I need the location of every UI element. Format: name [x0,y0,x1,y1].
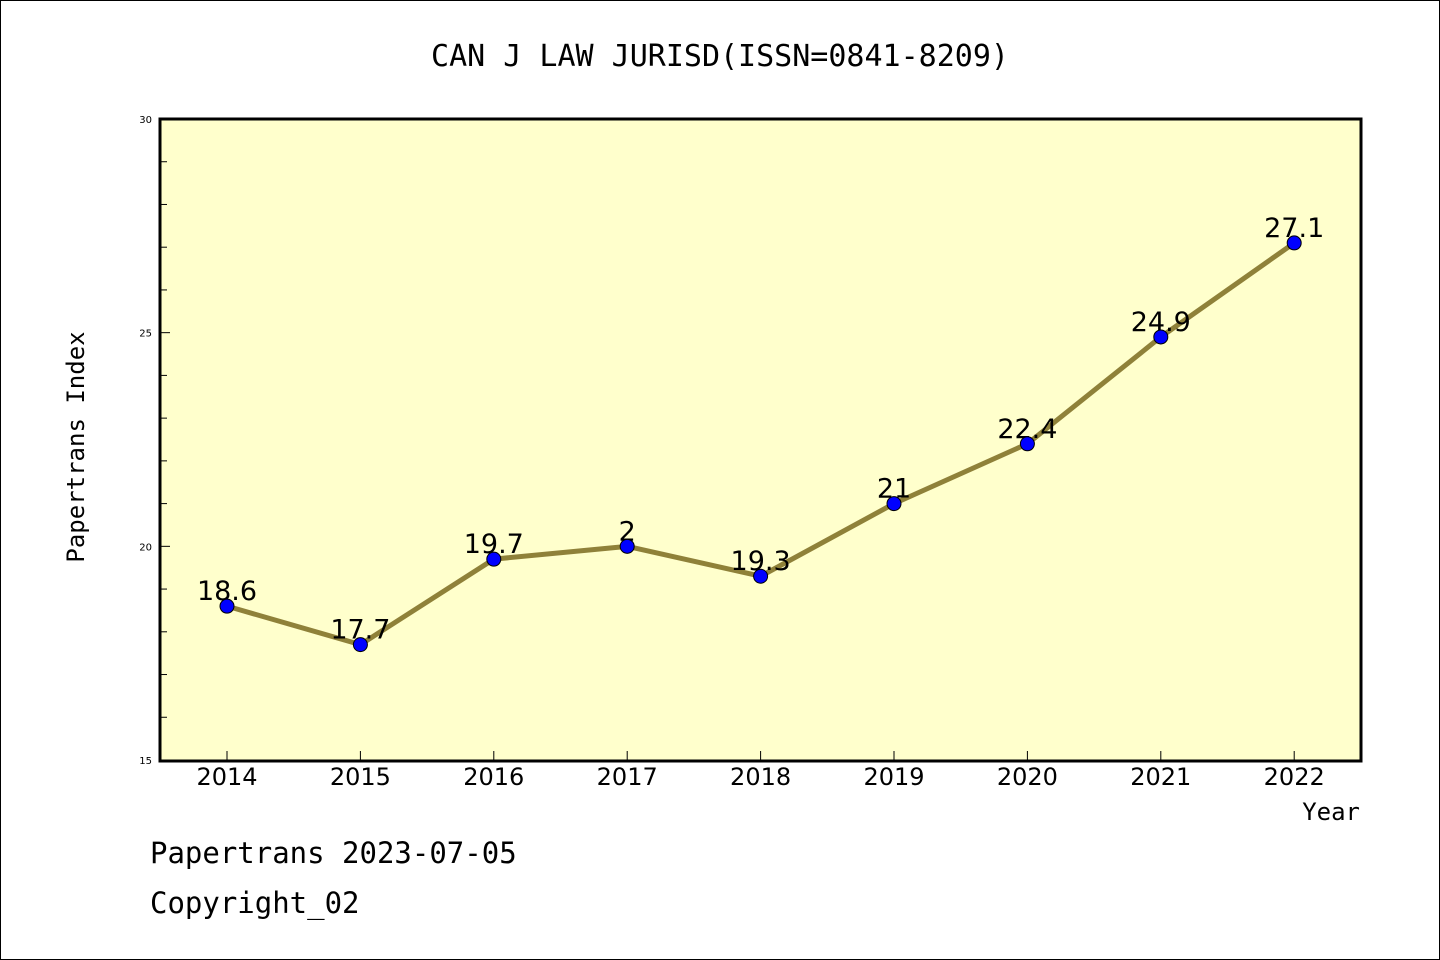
data-point [886,496,902,512]
data-point [1153,329,1169,345]
x-axis: 2014 2015 2016 2017 2018 2019 2020 2021 2022 [196,751,1325,791]
data-point [1019,436,1035,452]
x-tick-label: 2019 [863,763,924,791]
y-tick-label: 20 [139,542,152,553]
x-tick-label: 2016 [463,763,524,791]
x-tick-label: 2022 [1264,763,1325,791]
chart-title: CAN J LAW JURISD(ISSN=0841-8209) [431,39,1009,74]
footer-date-text: Papertrans 2023-07-05 [150,836,517,870]
x-tick-label: 2021 [1130,763,1191,791]
data-point [753,568,769,584]
y-tick-label: 15 [139,756,152,767]
x-tick-label: 2017 [597,763,658,791]
data-point [1286,235,1302,251]
x-tick-label: 2014 [196,763,257,791]
x-axis-label: Year [1302,798,1360,826]
y-tick-label: 30 [139,115,152,126]
y-tick-label: 25 [139,329,152,340]
y-axis: 15 20 25 30 [139,115,170,767]
x-tick-label: 2018 [730,763,791,791]
data-point [352,637,368,653]
plot-area [158,117,1363,763]
data-point [219,598,235,614]
x-tick-label: 2020 [997,763,1058,791]
x-tick-label: 2015 [330,763,391,791]
data-point [486,551,502,567]
footer-copyright-text: Copyright_02 [150,886,360,920]
y-axis-label: Papertrans Index [62,331,90,562]
data-label: 2 [619,516,636,547]
data-point [619,538,635,554]
